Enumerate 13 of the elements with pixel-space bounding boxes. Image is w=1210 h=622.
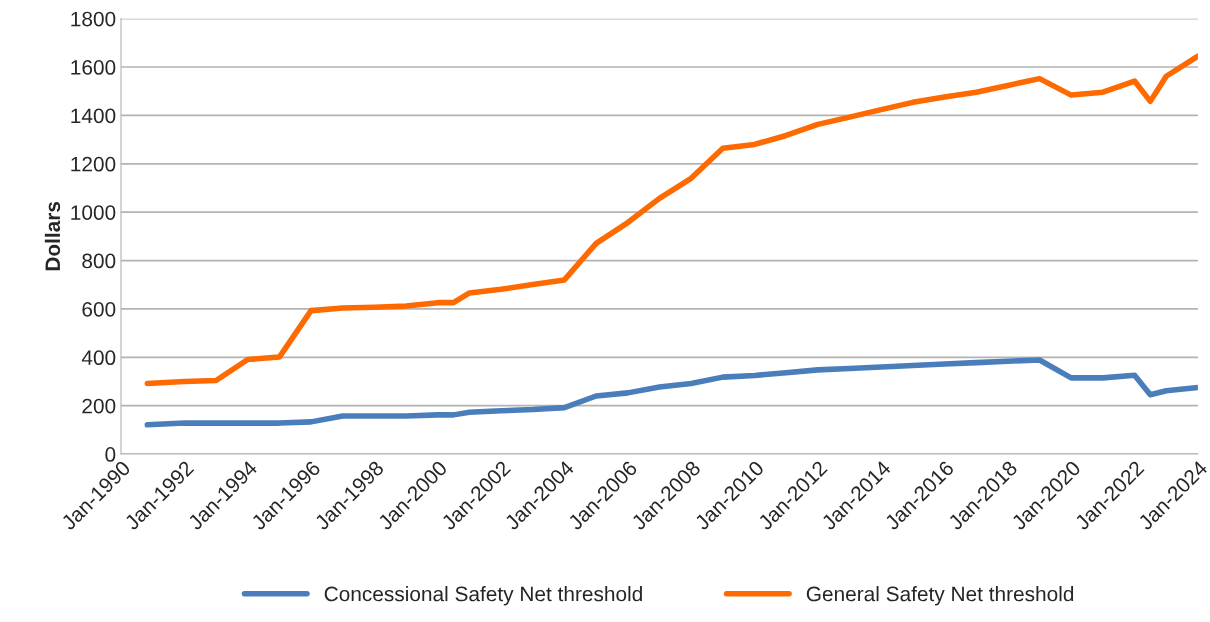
y-tick-label: 1600 — [71, 60, 116, 75]
y-tick-label: 600 — [82, 301, 116, 317]
y-tick-label: 1200 — [71, 156, 116, 172]
y-tick-label: 1400 — [71, 108, 116, 124]
y-tick-label: 1800 — [71, 11, 116, 27]
legend-label: General Safety Net threshold — [806, 586, 1074, 606]
y-axis-title: Dollars — [44, 201, 61, 271]
y-tick-label: 1000 — [71, 205, 116, 220]
y-tick-label: 0 — [105, 447, 116, 462]
y-tick-label: 400 — [81, 350, 116, 366]
y-tick-label: 200 — [82, 398, 116, 414]
y-tick-label: 800 — [82, 253, 116, 269]
legend-label: Concessional Safety Net threshold — [324, 586, 642, 606]
